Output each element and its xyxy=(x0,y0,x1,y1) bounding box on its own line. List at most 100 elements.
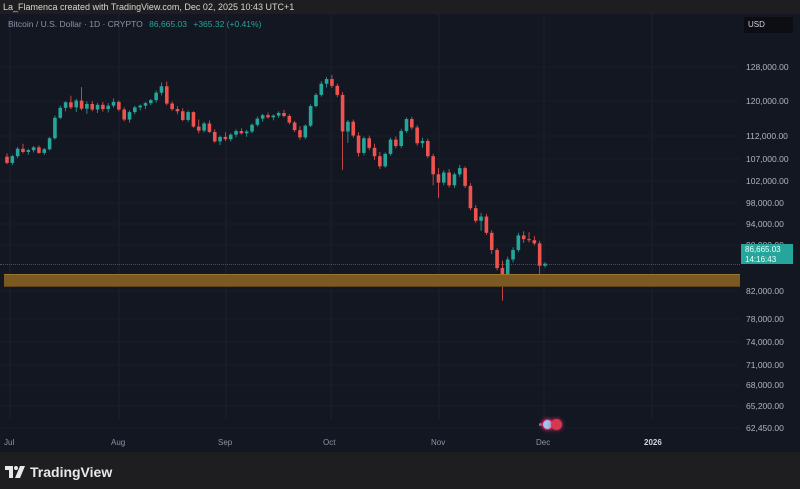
candle xyxy=(37,145,41,154)
tradingview-logo[interactable]: TradingView xyxy=(5,464,112,480)
candle xyxy=(521,231,526,243)
candle xyxy=(351,119,356,138)
price-axis-label: 94,000.00 xyxy=(746,219,784,229)
candle xyxy=(143,101,148,110)
candle xyxy=(282,109,286,118)
candle xyxy=(63,101,68,112)
candle xyxy=(303,124,308,140)
candle xyxy=(484,213,489,235)
time-axis-label: Dec xyxy=(536,438,551,447)
candle xyxy=(532,235,537,246)
price-axis-label: 78,000.00 xyxy=(746,314,784,324)
candle xyxy=(58,105,63,120)
candle xyxy=(473,205,478,223)
attribution-bar: La_Flamenca created with TradingView.com… xyxy=(0,0,800,14)
candle xyxy=(149,98,153,106)
candle xyxy=(154,90,158,103)
time-axis-label: Aug xyxy=(111,438,126,447)
candle xyxy=(436,168,441,198)
price-tag-value: 86,665.03 xyxy=(745,245,781,254)
candle xyxy=(207,120,212,134)
currency-button[interactable]: USD xyxy=(744,17,793,33)
brand-name: TradingView xyxy=(30,464,113,480)
candle xyxy=(324,76,329,88)
candle xyxy=(21,143,25,154)
candle xyxy=(212,129,217,143)
price-axis-label: 65,200.00 xyxy=(746,401,784,411)
candle xyxy=(426,138,430,159)
candle xyxy=(244,129,249,137)
price-axis-label: 102,000.00 xyxy=(746,176,789,186)
candle xyxy=(346,119,350,143)
candle xyxy=(287,114,292,125)
candle xyxy=(319,81,324,97)
candle xyxy=(420,137,425,148)
candle xyxy=(260,113,265,122)
candle xyxy=(79,87,84,111)
chart-pane[interactable]: Bitcoin / U.S. Dollar · 1D · CRYPTO 86,6… xyxy=(0,14,800,452)
candle xyxy=(85,101,89,114)
time-axis-label: Sep xyxy=(218,438,233,447)
candle xyxy=(122,107,126,122)
candle xyxy=(202,121,206,133)
candle xyxy=(101,101,105,112)
candle xyxy=(117,100,121,112)
time-axis-label: Jul xyxy=(4,438,15,447)
candle xyxy=(159,82,164,96)
time-axis-label: Oct xyxy=(323,438,336,447)
candle xyxy=(138,104,142,111)
candle xyxy=(74,98,79,113)
candle xyxy=(196,119,201,134)
candlestick-plot[interactable] xyxy=(0,14,800,452)
candle xyxy=(47,136,52,151)
candle xyxy=(5,153,9,165)
candle xyxy=(399,128,403,149)
candle xyxy=(250,123,254,134)
price-tag-countdown: 14:16:43 xyxy=(745,254,777,264)
footer: TradingView xyxy=(0,452,800,489)
candle xyxy=(340,91,345,170)
candle xyxy=(218,135,222,146)
candle xyxy=(186,110,190,123)
candle xyxy=(372,143,377,160)
support-zone[interactable] xyxy=(4,274,740,287)
candle xyxy=(468,183,473,211)
candle xyxy=(479,212,483,231)
candle xyxy=(276,111,281,118)
candle xyxy=(335,83,340,98)
candle xyxy=(489,230,494,254)
candle xyxy=(53,115,57,140)
price-axis-label: 107,000.00 xyxy=(746,154,789,164)
candle xyxy=(441,170,446,186)
candle xyxy=(106,103,111,113)
economic-events[interactable] xyxy=(539,419,565,431)
candle xyxy=(516,232,521,253)
candle xyxy=(367,135,372,151)
symbol-title: Bitcoin / U.S. Dollar · 1D · CRYPTO xyxy=(8,19,143,29)
price-axis-label: 74,000.00 xyxy=(746,337,784,347)
candle xyxy=(415,125,419,146)
time-axis-label: Nov xyxy=(431,438,446,447)
candle xyxy=(266,112,270,119)
event-marker-icon[interactable] xyxy=(551,419,562,430)
candle xyxy=(410,116,414,130)
candle xyxy=(314,93,318,108)
price-axis-label: 82,000.00 xyxy=(746,286,784,296)
candle xyxy=(133,105,137,115)
candle xyxy=(527,232,531,243)
candle xyxy=(191,111,196,128)
candle xyxy=(69,95,73,110)
price-axis-label: 120,000.00 xyxy=(746,96,789,106)
candle xyxy=(223,132,228,141)
candle xyxy=(228,133,233,142)
last-price: 86,665.03 xyxy=(149,19,187,29)
candle xyxy=(404,117,409,133)
candle xyxy=(292,120,297,132)
price-axis-label: 68,000.00 xyxy=(746,380,784,390)
candle xyxy=(452,172,457,189)
price-axis-label: 128,000.00 xyxy=(746,62,789,72)
candle xyxy=(239,128,244,135)
time-axis-label: 2026 xyxy=(644,438,662,447)
candle xyxy=(356,132,361,157)
candle xyxy=(180,108,185,122)
